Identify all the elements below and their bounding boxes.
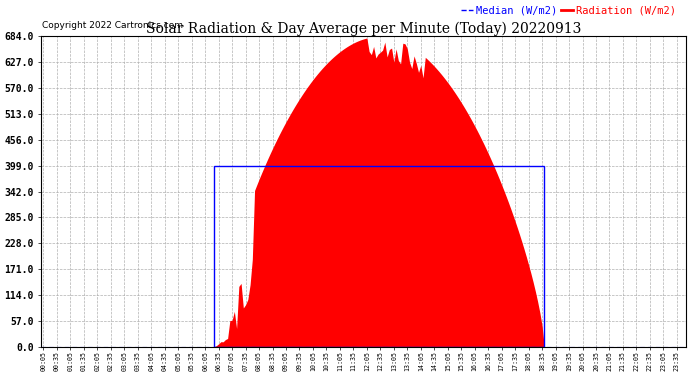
Text: Copyright 2022 Cartronics.com: Copyright 2022 Cartronics.com [42,21,183,30]
Title: Solar Radiation & Day Average per Minute (Today) 20220913: Solar Radiation & Day Average per Minute… [146,22,581,36]
Bar [214,166,544,346]
Legend: Median (W/m2), Radiation (W/m2): Median (W/m2), Radiation (W/m2) [457,2,680,20]
